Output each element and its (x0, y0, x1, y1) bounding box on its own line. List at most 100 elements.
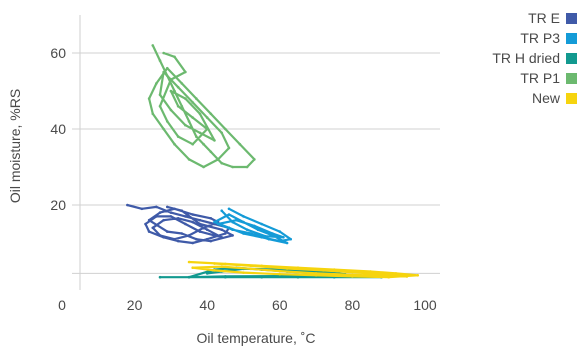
data-point (253, 224, 256, 228)
data-point (260, 236, 263, 239)
series-trace (189, 260, 419, 279)
data-point (176, 217, 180, 220)
legend-label: TR P1 (520, 70, 560, 86)
legend-label: New (532, 90, 561, 106)
data-point (158, 93, 162, 97)
data-point (278, 274, 282, 278)
data-point (387, 275, 391, 279)
data-point (158, 211, 162, 214)
data-point (278, 269, 282, 273)
data-point (263, 234, 267, 238)
data-point (209, 112, 213, 116)
data-point (249, 232, 253, 235)
data-point (224, 127, 227, 131)
data-point (155, 215, 158, 218)
data-point (191, 116, 194, 119)
data-point (169, 108, 173, 112)
series-tr-p1 (147, 44, 256, 169)
data-point (173, 207, 176, 211)
legend-swatch (566, 53, 577, 64)
data-point (184, 222, 187, 226)
legend-swatch (566, 73, 577, 84)
legend-label: TR H dried (492, 50, 560, 66)
data-point (195, 97, 198, 100)
data-point (213, 262, 216, 265)
data-point (195, 237, 198, 241)
data-point (191, 213, 194, 216)
data-point (213, 234, 216, 237)
data-point (202, 226, 205, 230)
data-point (369, 270, 372, 273)
data-point (227, 226, 231, 230)
legend-item: New (532, 90, 577, 106)
data-point (169, 211, 173, 214)
tick-labels: 0 20 40 60 80 100 20 40 60 (50, 45, 436, 313)
data-point (209, 150, 213, 154)
legend-swatch (566, 93, 577, 104)
data-point (184, 215, 187, 218)
data-point (184, 70, 187, 74)
x-axis-label: Oil temperature, ˚C (196, 330, 315, 346)
data-point (187, 275, 191, 279)
data-point (191, 241, 194, 245)
data-point (180, 209, 184, 212)
data-point (173, 89, 176, 93)
data-point (158, 104, 162, 108)
data-point (158, 59, 162, 62)
data-point (165, 66, 169, 70)
y-axis-label: Oil moisture, %RS (7, 89, 23, 203)
data-point (176, 85, 180, 89)
data-point (202, 142, 205, 146)
data-point (165, 205, 169, 209)
legend-item: TR H dried (492, 50, 577, 66)
data-point (162, 218, 165, 222)
data-point (245, 165, 249, 169)
data-point (314, 274, 318, 277)
legend-label: TR E (528, 10, 560, 26)
data-point (162, 127, 165, 131)
y-tick-label: 40 (50, 121, 66, 137)
data-point (198, 222, 202, 226)
y-tick-label: 60 (50, 45, 66, 61)
data-point (176, 104, 180, 108)
data-point (332, 268, 336, 271)
data-point (184, 97, 187, 100)
data-point (224, 275, 227, 278)
data-point (147, 230, 151, 233)
gridlines (72, 52, 440, 274)
data-point (405, 275, 409, 278)
data-point (227, 213, 231, 216)
data-point (227, 207, 231, 211)
data-point (249, 267, 253, 271)
series-tr-p3 (213, 207, 292, 245)
data-point (198, 230, 202, 233)
data-point (213, 139, 216, 142)
legend-swatch (566, 13, 577, 24)
data-point (249, 264, 253, 268)
data-point (176, 239, 180, 243)
data-point (369, 272, 372, 275)
data-point (151, 112, 155, 116)
series-tr-e (126, 203, 234, 245)
x-tick-label: 100 (413, 297, 437, 313)
data-point (191, 266, 194, 270)
x-tick-label: 20 (127, 297, 143, 313)
data-point (173, 55, 176, 59)
data-point (242, 232, 245, 235)
data-point (165, 120, 169, 123)
data-point (224, 262, 227, 266)
x-tick-label: 0 (58, 297, 66, 313)
data-point (195, 135, 198, 138)
data-point (198, 131, 202, 135)
data-point (205, 116, 209, 119)
data-point (242, 220, 245, 224)
data-point (213, 220, 216, 224)
data-series (126, 44, 420, 279)
data-point (176, 135, 180, 138)
data-point (173, 142, 176, 146)
x-tick-label: 40 (199, 297, 215, 313)
data-point (267, 237, 271, 241)
data-point (260, 275, 263, 279)
data-point (155, 205, 158, 209)
data-point (256, 228, 260, 231)
